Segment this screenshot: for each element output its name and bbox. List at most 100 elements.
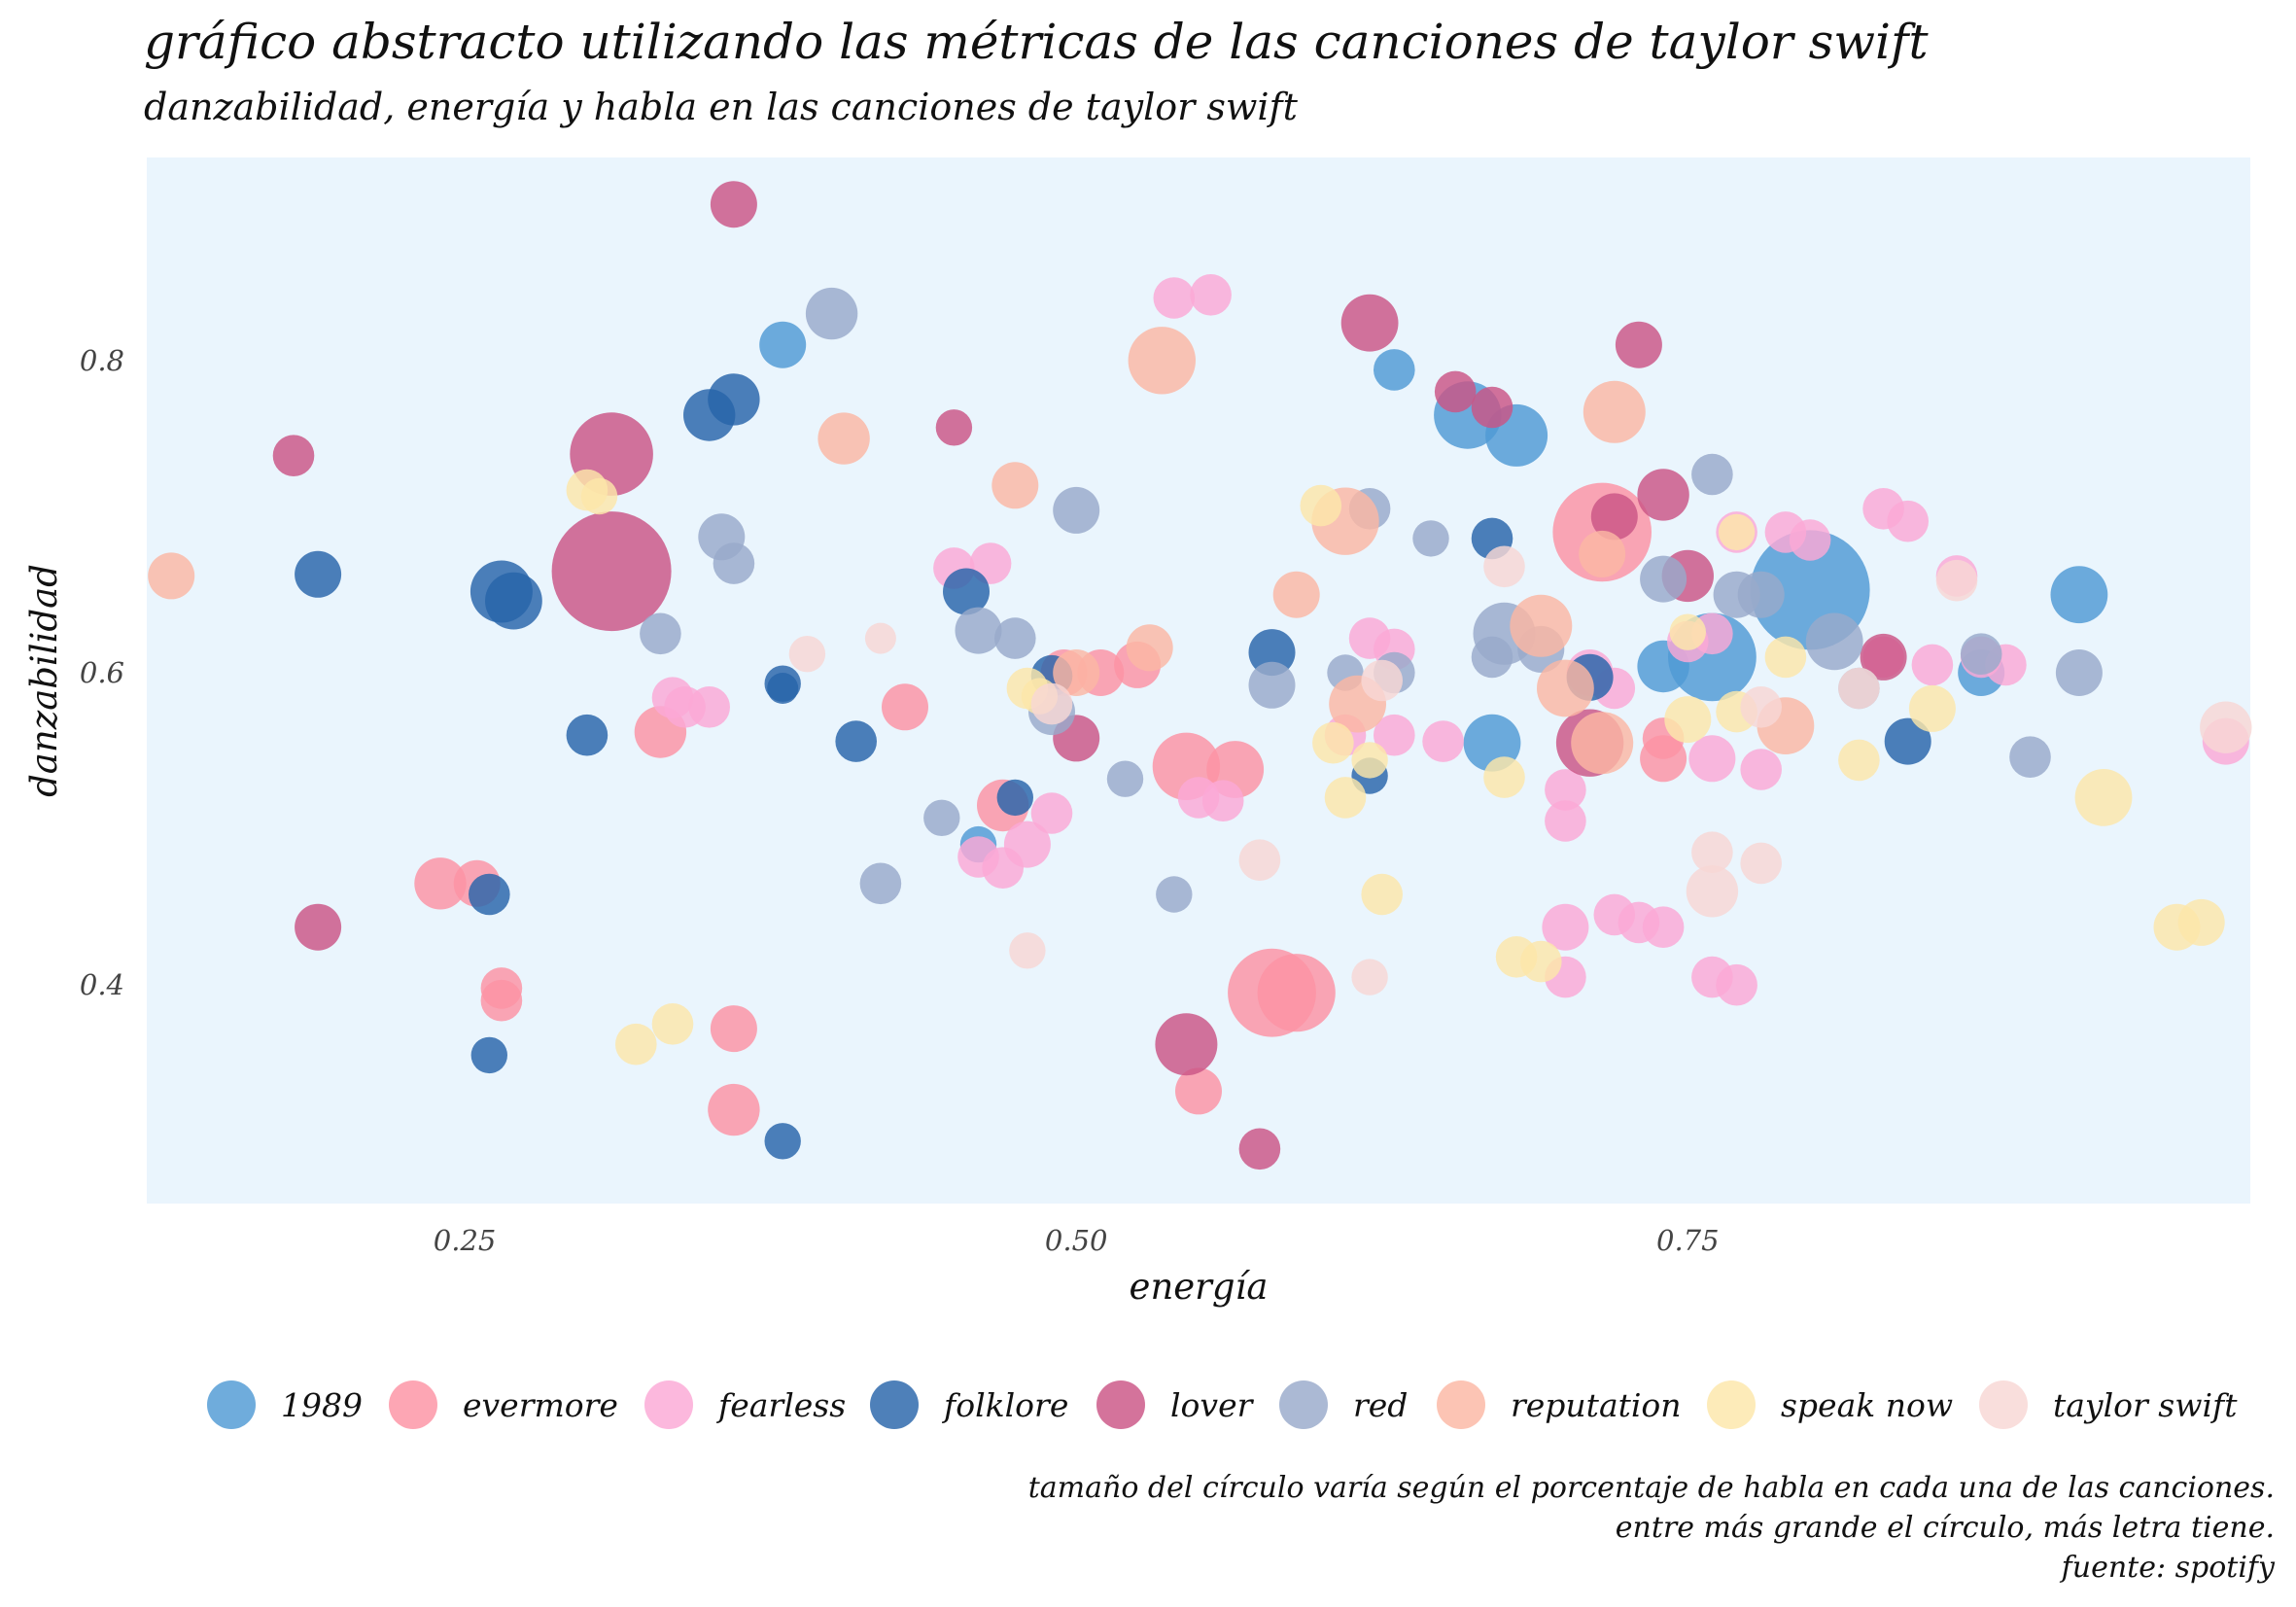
data-point: [1201, 780, 1244, 821]
data-point: [1300, 484, 1342, 527]
data-point: [1471, 386, 1513, 429]
legend-label: taylor swift: [2053, 1385, 2238, 1424]
data-point: [1860, 633, 1907, 681]
data-point: [1583, 380, 1646, 443]
legend-swatch: [1279, 1380, 1328, 1429]
x-tick-label: 0.50: [1045, 1224, 1108, 1257]
data-point: [1520, 940, 1562, 983]
data-point: [835, 720, 877, 762]
data-point: [1615, 321, 1662, 368]
data-point: [1737, 571, 1785, 618]
data-point: [1838, 739, 1880, 782]
y-axis-ticks: 0.4 0.6 0.8: [80, 344, 124, 1001]
data-point: [818, 412, 870, 465]
data-point: [759, 321, 807, 368]
x-tick-label: 0.75: [1656, 1224, 1720, 1257]
legend-label: evermore: [463, 1385, 618, 1424]
data-point: [1351, 742, 1388, 779]
data-point: [1155, 1013, 1218, 1076]
caption-line: tamaño del círculo varía según el porcen…: [1027, 1471, 2275, 1505]
legend-item: reputation: [1437, 1371, 1682, 1439]
data-point: [1637, 469, 1689, 521]
data-point: [615, 1023, 657, 1066]
data-point: [1106, 760, 1144, 797]
data-point: [713, 542, 755, 584]
y-tick-label: 0.6: [80, 656, 124, 689]
legend-label: speak now: [1781, 1385, 1954, 1424]
legend-label: folklore: [944, 1385, 1069, 1424]
data-point: [767, 673, 799, 704]
data-point: [2177, 898, 2225, 946]
data-point: [882, 683, 928, 731]
data-point: [955, 607, 1002, 654]
data-point: [943, 568, 990, 615]
data-point: [1351, 959, 1388, 996]
legend-label: red: [1353, 1385, 1409, 1424]
data-point: [1510, 594, 1573, 657]
data-point: [1691, 453, 1733, 496]
caption-line: fuente: spotify: [2061, 1551, 2275, 1585]
data-point: [1740, 749, 1782, 790]
y-tick-label: 0.8: [80, 344, 124, 377]
data-point: [1571, 712, 1634, 775]
data-point: [1053, 649, 1100, 696]
data-point: [485, 572, 542, 630]
data-point: [1691, 831, 1733, 873]
data-point: [1374, 349, 1415, 391]
data-point: [480, 979, 523, 1022]
data-point: [1175, 1067, 1222, 1115]
x-tick-label: 0.25: [434, 1224, 497, 1257]
data-point: [1238, 839, 1281, 881]
data-point: [580, 477, 618, 515]
data-point: [1248, 629, 1296, 677]
data-point: [1324, 777, 1367, 819]
legend-item: lover: [1096, 1371, 1252, 1439]
data-point: [688, 686, 730, 728]
data-point: [1030, 682, 1073, 725]
data-point: [1190, 274, 1232, 316]
data-point: [1361, 873, 1403, 916]
data-point: [1128, 327, 1197, 395]
scatter-plot: 0.25 0.50 0.75 0.4 0.6 0.8 energía danzabili…: [23, 157, 2252, 1308]
data-point: [640, 612, 681, 655]
data-point: [1740, 842, 1782, 885]
y-tick-label: 0.4: [80, 968, 124, 1001]
data-point: [1960, 633, 2002, 675]
data-point: [710, 181, 757, 228]
data-point: [859, 862, 902, 905]
data-point: [994, 617, 1036, 659]
legend-item: 1989: [207, 1371, 363, 1439]
data-point: [1805, 612, 1863, 671]
data-point: [1340, 294, 1399, 352]
data-point: [788, 636, 826, 673]
data-point: [1126, 624, 1173, 672]
data-point: [1412, 520, 1449, 557]
data-point: [1272, 571, 1320, 618]
legend-item: folklore: [870, 1371, 1068, 1439]
data-point: [1545, 800, 1586, 842]
data-point: [1238, 1128, 1281, 1170]
data-point: [1764, 636, 1807, 679]
data-point: [708, 1083, 760, 1136]
data-point: [651, 1003, 694, 1045]
legend-label: lover: [1170, 1385, 1253, 1424]
data-point: [1248, 661, 1296, 709]
x-axis-ticks: 0.25 0.50 0.75: [434, 1224, 1720, 1257]
data-points: [148, 181, 2252, 1170]
data-point: [1908, 684, 1956, 732]
x-axis-title: energía: [1130, 1266, 1269, 1308]
data-point: [1483, 545, 1525, 588]
data-point: [1542, 903, 1589, 951]
caption-line: entre más grande el círculo, más letra t…: [1615, 1511, 2275, 1545]
data-point: [2055, 649, 2103, 696]
caption: tamaño del círculo varía según el porcen…: [1028, 1468, 2275, 1588]
data-point: [1483, 756, 1525, 798]
data-point: [1911, 644, 1954, 686]
data-point: [566, 714, 609, 756]
data-point: [1642, 906, 1685, 948]
data-point: [864, 622, 896, 654]
data-point: [1740, 686, 1782, 728]
data-point: [1664, 696, 1712, 744]
data-point: [1887, 500, 1929, 542]
data-point: [148, 552, 195, 600]
